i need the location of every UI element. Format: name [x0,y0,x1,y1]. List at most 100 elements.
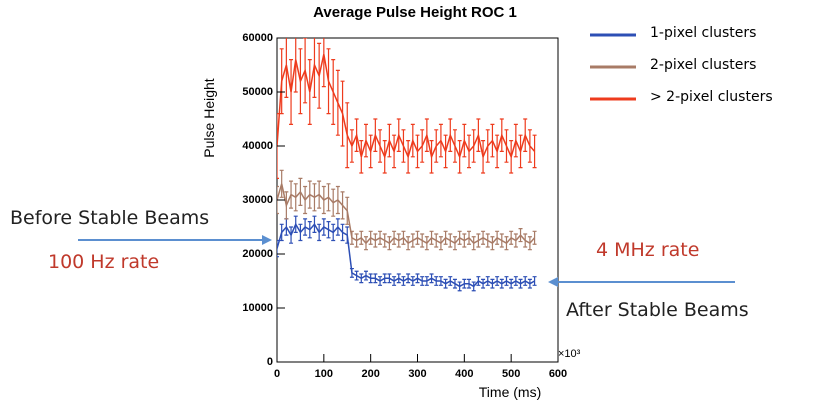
error-bar [345,226,350,244]
error-bar [293,183,298,212]
legend-label: 1-pixel clusters [650,25,756,41]
error-bar [513,233,518,248]
error-bar [485,233,490,248]
error-bar [481,278,486,289]
error-bar [509,230,514,245]
error-bar [298,177,303,206]
error-bar [476,118,481,152]
error-bar [495,134,500,169]
error-bar [471,281,476,292]
error-bar [462,233,467,248]
error-bar [277,239,279,258]
y-tick-label: 20000 [242,248,273,260]
error-bar [307,180,312,209]
error-bar [382,140,387,174]
error-bar [406,236,411,251]
error-bar [509,140,514,174]
error-bar [303,38,308,104]
error-bar [378,129,383,163]
error-bar [462,278,467,289]
error-bar [499,233,504,248]
error-bar [368,273,373,284]
error-bar [527,129,532,163]
error-bar [279,169,284,198]
error-bar [326,221,331,239]
error-bar [317,180,322,209]
error-bar [424,118,429,152]
legend-label: 2-pixel clusters [650,57,756,73]
x-tick-label: 500 [502,368,520,380]
error-bar [490,123,495,158]
error-bar [485,276,490,286]
error-bar [387,273,392,284]
error-bar [349,129,354,163]
error-bar [312,215,317,233]
error-bar [312,183,317,212]
y-tick-label: 10000 [242,302,273,314]
error-bar [467,230,472,245]
y-tick-label: 50000 [242,86,273,98]
error-bar [504,276,509,286]
error-bar [438,123,443,158]
x-tick-label: 100 [315,368,333,380]
error-bar [495,230,500,245]
error-bar [410,276,415,286]
error-bar [307,59,312,125]
error-bar [509,278,514,289]
error-bar [462,123,467,158]
error-bar [392,230,397,245]
error-bar [518,278,523,289]
error-bar [335,185,340,215]
error-bar [373,118,378,152]
error-bar [415,134,420,169]
error-bar [424,276,429,286]
error-bar [345,196,350,225]
error-bar [340,223,345,242]
error-bar [378,276,383,286]
error-bar [359,230,364,245]
error-bar [298,223,303,242]
error-bar [410,123,415,158]
error-bar [490,236,495,251]
error-bar [317,223,322,242]
y-tick-label: 60000 [242,32,273,44]
annotation: After Stable Beams [566,299,749,321]
error-bar [307,221,312,239]
error-bar [317,42,322,109]
y-axis-label: Pulse Height [201,78,217,157]
y-tick-label: 40000 [242,140,273,152]
error-bar [392,134,397,169]
error-bar [363,270,368,281]
y-tick-label: 0 [267,356,273,368]
arrow-head [548,277,558,287]
error-bar [396,233,401,248]
error-bar [415,273,420,284]
error-bar [345,102,350,169]
error-bar [420,129,425,163]
error-bar [382,273,387,284]
error-bar [289,59,294,125]
error-bar [471,129,476,163]
annotation: Before Stable Beams [10,207,209,229]
error-bar [499,118,504,152]
error-bar [349,267,354,278]
series-line [277,222,535,288]
error-bar [303,218,308,236]
error-bar [396,273,401,284]
error-bar [481,140,486,174]
error-bar [420,276,425,286]
error-bar [331,188,336,217]
error-bar [363,123,368,158]
error-bar [349,230,354,245]
y-tick-label: 30000 [242,194,273,206]
error-bar [340,191,345,220]
x-tick-label: 200 [361,368,379,380]
error-bar [471,236,476,251]
error-bar [331,223,336,242]
error-bar [363,236,368,251]
error-bar [420,233,425,248]
error-bar [438,236,443,251]
error-bar [396,118,401,152]
error-bar [424,236,429,251]
